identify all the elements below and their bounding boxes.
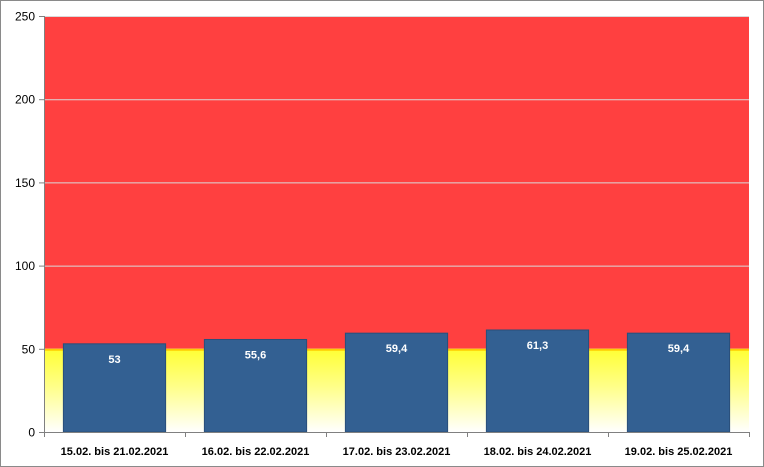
x-tick-label: 18.02. bis 24.02.2021	[484, 446, 592, 458]
x-tick-label: 17.02. bis 23.02.2021	[343, 446, 451, 458]
bar	[485, 329, 590, 433]
data-label: 59,4	[668, 343, 690, 355]
data-label: 55,6	[245, 349, 266, 361]
x-tick-label: 16.02. bis 22.02.2021	[202, 446, 310, 458]
y-tick-label: 50	[22, 342, 36, 356]
y-tick-label: 250	[15, 10, 35, 24]
x-tick-label: 19.02. bis 25.02.2021	[625, 446, 733, 458]
labels: 53 55,6 59,4 61,3 59,4 0 50 100 150 200 250 15.02. …	[15, 10, 732, 459]
bars	[62, 329, 731, 433]
y-tick-label: 100	[15, 259, 35, 273]
bar	[62, 343, 167, 433]
y-tick-label: 150	[15, 176, 35, 190]
bar	[344, 332, 449, 433]
data-label: 59,4	[386, 343, 408, 355]
data-label: 53	[108, 354, 120, 366]
x-tick-label: 15.02. bis 21.02.2021	[61, 446, 169, 458]
y-tick-label: 200	[15, 93, 35, 107]
data-label: 61,3	[527, 340, 548, 352]
y-tick-label: 0	[28, 426, 35, 440]
axes	[39, 16, 750, 437]
bar	[203, 338, 308, 433]
